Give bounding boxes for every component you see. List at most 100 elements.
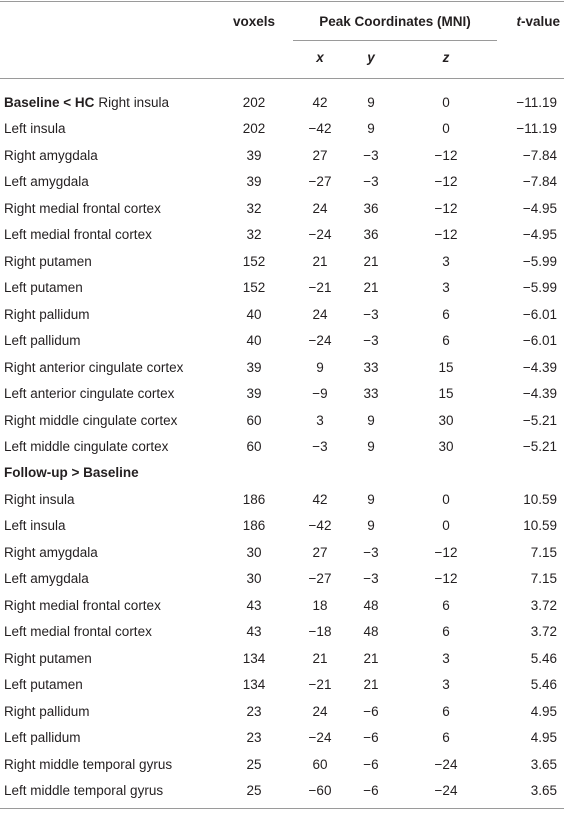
cell-z: 6 <box>442 703 450 719</box>
row-label: Right pallidum <box>4 703 90 721</box>
cell-y: 21 <box>363 253 379 269</box>
region-label: Right medial frontal cortex <box>4 200 161 216</box>
row-label: Left amygdala <box>4 570 89 588</box>
bottom-rule <box>0 808 564 809</box>
cell-x: 42 <box>312 95 328 110</box>
row-label: Left medial frontal cortex <box>4 226 152 244</box>
cell-voxels: 39 <box>246 147 262 163</box>
region-label: Left middle temporal gyrus <box>4 783 164 798</box>
cell-z: 3 <box>442 253 450 269</box>
cell-y: 21 <box>363 677 379 693</box>
cell-y: 48 <box>363 597 379 613</box>
row-label: Left amygdala <box>4 173 89 191</box>
group-label: Follow-up > Baseline <box>4 465 139 481</box>
row-label: Left pallidum <box>4 332 81 350</box>
cell-x: 24 <box>312 703 328 719</box>
row-label: Follow-up > Baseline <box>4 464 143 482</box>
cell-z: 3 <box>442 650 450 666</box>
cell-t-value: −5.21 <box>522 439 557 454</box>
cell-x: −24 <box>308 333 332 349</box>
region-label: Right middle cingulate cortex <box>4 412 178 428</box>
cell-t-value: −6.01 <box>522 306 557 322</box>
cell-x: −24 <box>308 227 332 243</box>
cell-t-value: 7.15 <box>530 544 557 560</box>
region-label: Right insula <box>4 491 75 507</box>
cell-voxels: 32 <box>246 200 262 216</box>
cell-voxels: 23 <box>246 703 262 719</box>
cell-z: 30 <box>438 439 454 454</box>
cell-voxels: 60 <box>246 412 262 428</box>
cell-t-value: −7.84 <box>522 147 557 163</box>
cell-voxels: 40 <box>246 306 262 322</box>
cell-voxels: 40 <box>246 333 262 349</box>
cell-y: 9 <box>367 439 375 454</box>
region-label: Left insula <box>4 518 66 534</box>
cell-x: 27 <box>312 544 328 560</box>
cell-y: −3 <box>363 147 379 163</box>
row-label: Left medial frontal cortex <box>4 623 152 641</box>
cell-t-value: −4.95 <box>522 227 557 243</box>
cell-y: 9 <box>367 121 375 137</box>
region-label: Left medial frontal cortex <box>4 227 152 243</box>
cell-y: −6 <box>363 703 379 719</box>
cell-z: −12 <box>434 571 458 587</box>
row-label: Right medial frontal cortex <box>4 200 161 218</box>
cell-voxels: 25 <box>246 756 262 772</box>
cell-t-value: 3.72 <box>530 597 557 613</box>
cell-x: −21 <box>308 280 332 296</box>
cell-t-value: −5.99 <box>522 280 557 296</box>
cell-t-value: 5.46 <box>530 650 557 666</box>
cell-z: −12 <box>434 147 458 163</box>
cell-x: −3 <box>312 439 328 454</box>
header-rule <box>0 78 564 79</box>
header-z: z <box>442 50 450 65</box>
cell-t-value: −11.19 <box>516 95 557 110</box>
cell-y: 48 <box>363 624 379 640</box>
header-voxels: voxels <box>232 14 276 29</box>
cell-z: 6 <box>442 306 450 322</box>
cell-x: −42 <box>308 518 332 534</box>
cell-voxels: 60 <box>246 439 262 454</box>
row-label: Right middle temporal gyrus <box>4 756 172 774</box>
cell-voxels: 43 <box>246 597 262 613</box>
cell-x: −27 <box>308 571 332 587</box>
cell-t-value: −5.21 <box>522 412 557 428</box>
region-label: Right putamen <box>4 650 92 666</box>
cell-y: 33 <box>363 386 379 402</box>
cell-voxels: 25 <box>246 783 262 798</box>
cell-t-value: −5.99 <box>522 253 557 269</box>
row-label: Right putamen <box>4 253 92 271</box>
region-label: Left pallidum <box>4 333 81 349</box>
cell-t-value: −4.95 <box>522 200 557 216</box>
row-label: Right anterior cingulate cortex <box>4 359 183 377</box>
cell-t-value: 3.72 <box>530 624 557 640</box>
cell-t-value: −7.84 <box>522 174 557 190</box>
cell-z: −12 <box>434 200 458 216</box>
cell-t-value: −6.01 <box>522 333 557 349</box>
cell-x: 18 <box>312 597 328 613</box>
row-label: Right amygdala <box>4 544 98 562</box>
cell-x: −42 <box>308 121 332 137</box>
cell-t-value: −11.19 <box>516 121 557 137</box>
cell-z: −12 <box>434 227 458 243</box>
cell-y: −6 <box>363 730 379 746</box>
cell-z: 0 <box>442 518 450 534</box>
cell-y: 33 <box>363 359 379 375</box>
row-label: Left putamen <box>4 676 83 694</box>
region-label: Left putamen <box>4 280 83 296</box>
region-label: Right middle temporal gyrus <box>4 756 173 772</box>
row-label: Right pallidum <box>4 306 90 324</box>
cell-x: 24 <box>312 306 328 322</box>
cell-y: 36 <box>363 200 379 216</box>
row-label: Baseline < HC Right insula <box>4 94 169 112</box>
region-label: Right putamen <box>4 253 92 269</box>
cell-voxels: 152 <box>242 280 266 296</box>
header-t-value: t-value <box>480 13 560 31</box>
region-label: Right insula <box>98 95 169 110</box>
cell-voxels: 30 <box>246 544 262 560</box>
cell-x: 21 <box>312 253 328 269</box>
cell-voxels: 202 <box>242 95 266 110</box>
region-label: Left amygdala <box>4 174 89 190</box>
cell-t-value: 4.95 <box>530 703 557 719</box>
cell-z: −24 <box>434 756 458 772</box>
